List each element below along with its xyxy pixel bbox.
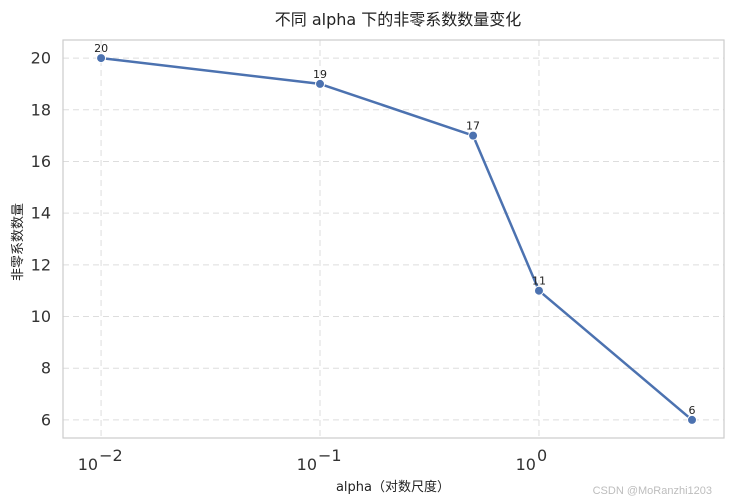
- x-tick-base: 10: [78, 455, 98, 474]
- x-tick-exponent: −1: [318, 446, 342, 465]
- grid-lines: [63, 40, 724, 438]
- data-points: [96, 53, 698, 425]
- data-label: 17: [466, 120, 480, 133]
- x-tick-base: 10: [297, 455, 317, 474]
- x-tick-base: 10: [516, 455, 536, 474]
- y-tick-label: 12: [31, 255, 51, 274]
- data-point: [468, 130, 479, 141]
- series-line: [100, 56, 693, 421]
- watermark: CSDN @MoRanzhi1203: [592, 485, 712, 497]
- data-point: [315, 78, 326, 89]
- y-tick-label: 20: [31, 49, 51, 68]
- data-label: 19: [313, 68, 327, 81]
- y-tick-label: 8: [41, 359, 51, 378]
- data-point: [533, 285, 544, 296]
- y-tick-label: 6: [41, 410, 51, 429]
- x-tick-label: 10 −1: [297, 446, 342, 474]
- x-tick-label: 10 −2: [78, 446, 123, 474]
- y-tick-label: 10: [31, 307, 51, 326]
- y-axis-title: 非零系数数量: [11, 203, 26, 281]
- chart-title: 不同 alpha 下的非零系数数量变化: [275, 10, 522, 29]
- x-tick-exponent: −2: [99, 446, 123, 465]
- y-tick-label: 18: [31, 100, 51, 119]
- data-label: 20: [94, 42, 108, 55]
- y-tick-label: 16: [31, 152, 51, 171]
- data-point: [687, 414, 698, 425]
- data-point: [96, 53, 107, 64]
- x-tick-label: 10 0: [516, 446, 548, 474]
- data-labels: 20 19 17 11 6: [94, 42, 695, 417]
- x-axis: 10 −2 10 −1 10 0: [78, 446, 547, 474]
- y-tick-label: 14: [31, 204, 51, 223]
- y-axis: 6 8 10 12 14 16 18 20: [31, 49, 51, 430]
- x-tick-exponent: 0: [537, 446, 547, 465]
- data-label: 11: [532, 275, 546, 288]
- data-label: 6: [689, 404, 696, 417]
- plot-frame: [62, 39, 725, 439]
- x-axis-title: alpha（对数尺度）: [336, 479, 450, 495]
